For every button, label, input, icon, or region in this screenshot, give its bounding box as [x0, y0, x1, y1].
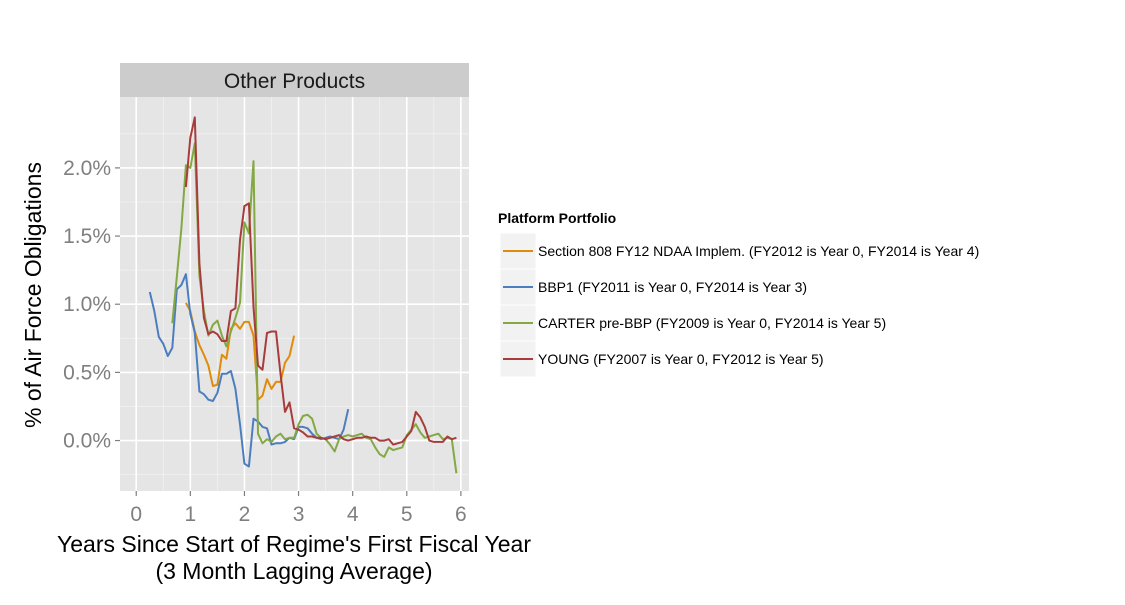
legend-label: BBP1 (FY2011 is Year 0, FY2014 is Year 3…: [538, 279, 807, 295]
legend-label: CARTER pre-BBP (FY2009 is Year 0, FY2014…: [538, 315, 886, 331]
series-layer: [148, 116, 458, 474]
y-axis: 0.0% 0.5% 1.0% 1.5% 2.0%: [63, 157, 120, 453]
x-tick-label: 5: [401, 503, 413, 526]
legend-label: Section 808 FY12 NDAA Implem. (FY2012 is…: [538, 243, 979, 259]
x-tick-label: 4: [347, 503, 359, 526]
y-axis-title: % of Air Force Obligations: [20, 162, 46, 428]
series-line-1: [185, 302, 296, 401]
legend-title: Platform Portfolio: [498, 210, 616, 226]
x-tick-label: 2: [239, 503, 251, 526]
x-axis-title-line1: Years Since Start of Regime's First Fisc…: [57, 531, 531, 557]
x-axis-title-line2: (3 Month Lagging Average): [155, 558, 432, 584]
x-axis: 0 1 2 3 4 5 6: [130, 491, 467, 526]
legend-label: YOUNG (FY2007 is Year 0, FY2012 is Year …: [538, 351, 824, 367]
series-line-4: [184, 116, 457, 446]
facet-strip: [120, 63, 469, 97]
y-tick-label: 0.0%: [63, 430, 111, 453]
facet-label: Other Products: [224, 70, 365, 93]
y-tick-label: 2.0%: [63, 157, 111, 180]
y-tick-label: 0.5%: [63, 361, 111, 384]
x-tick-label: 1: [184, 503, 196, 526]
x-tick-label: 3: [293, 503, 305, 526]
y-tick-label: 1.0%: [63, 293, 111, 316]
x-tick-label: 6: [455, 503, 467, 526]
x-tick-label: 0: [130, 503, 142, 526]
plot-panel: [120, 97, 469, 491]
legend-items: Section 808 FY12 NDAA Implem. (FY2012 is…: [499, 232, 979, 378]
legend: Platform Portfolio Section 808 FY12 NDAA…: [498, 210, 979, 378]
y-tick-label: 1.5%: [63, 225, 111, 248]
grid-layer: [120, 97, 469, 491]
